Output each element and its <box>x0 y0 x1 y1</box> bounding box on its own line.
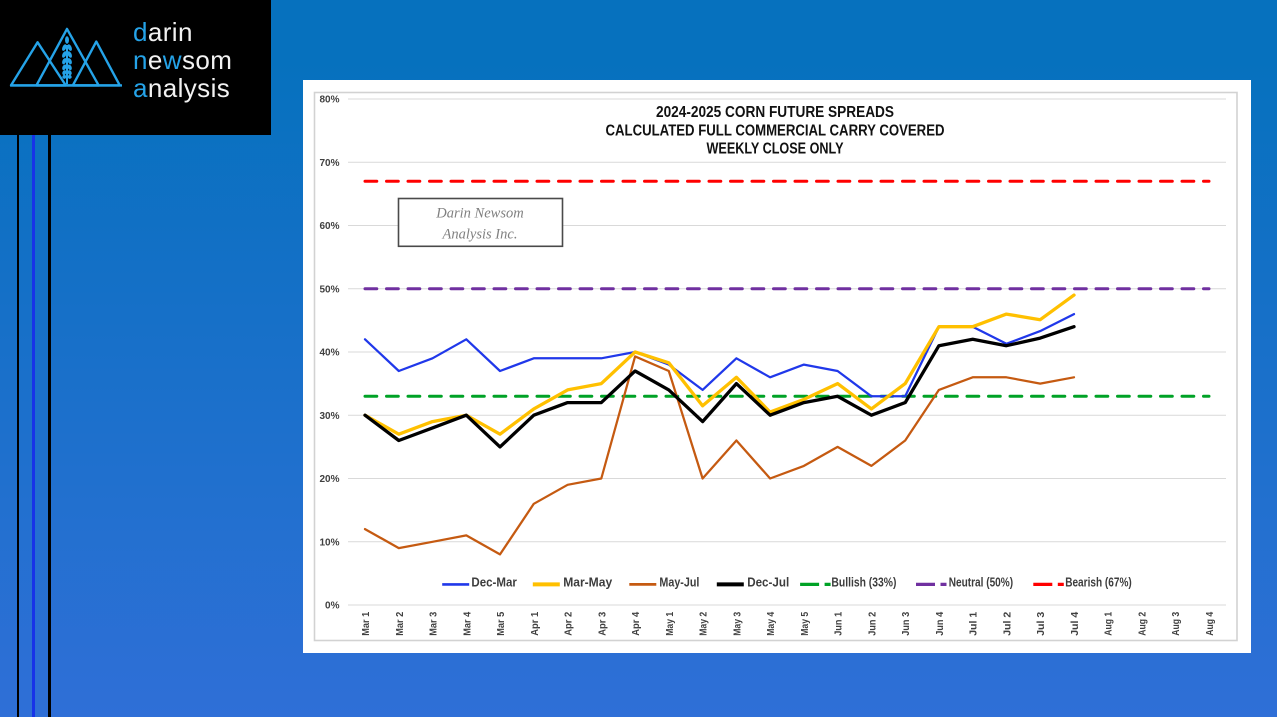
svg-text:Dec-Jul: Dec-Jul <box>747 575 789 590</box>
svg-text:May 3: May 3 <box>732 612 743 636</box>
svg-text:Apr 3: Apr 3 <box>597 612 608 636</box>
svg-text:Jul 1: Jul 1 <box>969 612 980 636</box>
svg-text:May 2: May 2 <box>699 612 710 636</box>
svg-text:Apr 1: Apr 1 <box>530 612 541 636</box>
svg-text:Jun 4: Jun 4 <box>935 612 946 636</box>
svg-text:May 5: May 5 <box>800 612 811 636</box>
svg-text:WEEKLY CLOSE ONLY: WEEKLY CLOSE ONLY <box>707 141 844 158</box>
svg-text:Darin Newsom: Darin Newsom <box>435 206 523 222</box>
svg-text:Jun 3: Jun 3 <box>901 612 912 636</box>
svg-text:Jul 3: Jul 3 <box>1036 612 1047 636</box>
svg-text:Mar 5: Mar 5 <box>496 612 507 636</box>
svg-text:May-Jul: May-Jul <box>659 575 699 590</box>
svg-text:Mar 3: Mar 3 <box>429 612 440 636</box>
svg-text:Jun 2: Jun 2 <box>867 612 878 636</box>
svg-text:Jul 4: Jul 4 <box>1070 612 1081 636</box>
svg-text:Mar-May: Mar-May <box>563 575 613 590</box>
svg-text:Neutral (50%): Neutral (50%) <box>949 575 1013 590</box>
svg-text:Aug 1: Aug 1 <box>1104 612 1115 636</box>
svg-text:CALCULATED FULL COMMERCIAL CAR: CALCULATED FULL COMMERCIAL CARRY COVERED <box>606 122 945 139</box>
svg-text:20%: 20% <box>319 474 339 485</box>
svg-text:Bearish (67%): Bearish (67%) <box>1065 575 1132 590</box>
svg-text:Apr 4: Apr 4 <box>631 612 642 636</box>
svg-text:May 4: May 4 <box>766 612 777 636</box>
svg-text:80%: 80% <box>319 95 339 106</box>
svg-text:30%: 30% <box>319 411 339 422</box>
svg-text:Aug 4: Aug 4 <box>1205 612 1216 636</box>
svg-text:60%: 60% <box>319 221 339 232</box>
svg-text:0%: 0% <box>325 601 340 612</box>
svg-text:Jun 1: Jun 1 <box>834 612 845 636</box>
svg-text:Aug 2: Aug 2 <box>1138 612 1149 636</box>
svg-text:Aug 3: Aug 3 <box>1171 612 1182 636</box>
svg-text:50%: 50% <box>319 284 339 295</box>
svg-text:40%: 40% <box>319 348 339 359</box>
svg-text:Jul 2: Jul 2 <box>1002 612 1013 636</box>
svg-text:70%: 70% <box>319 158 339 169</box>
svg-text:Bullish (33%): Bullish (33%) <box>831 575 896 590</box>
svg-text:2024-2025 CORN FUTURE SPREADS: 2024-2025 CORN FUTURE SPREADS <box>656 104 894 121</box>
svg-text:Mar 4: Mar 4 <box>462 612 473 636</box>
svg-text:10%: 10% <box>319 537 339 548</box>
svg-text:May 1: May 1 <box>665 612 676 636</box>
svg-text:Mar 2: Mar 2 <box>395 612 406 636</box>
svg-text:Mar 1: Mar 1 <box>361 612 372 636</box>
svg-text:Dec-Mar: Dec-Mar <box>471 575 517 590</box>
svg-text:Apr 2: Apr 2 <box>564 612 575 636</box>
svg-text:Analysis Inc.: Analysis Inc. <box>442 227 518 243</box>
